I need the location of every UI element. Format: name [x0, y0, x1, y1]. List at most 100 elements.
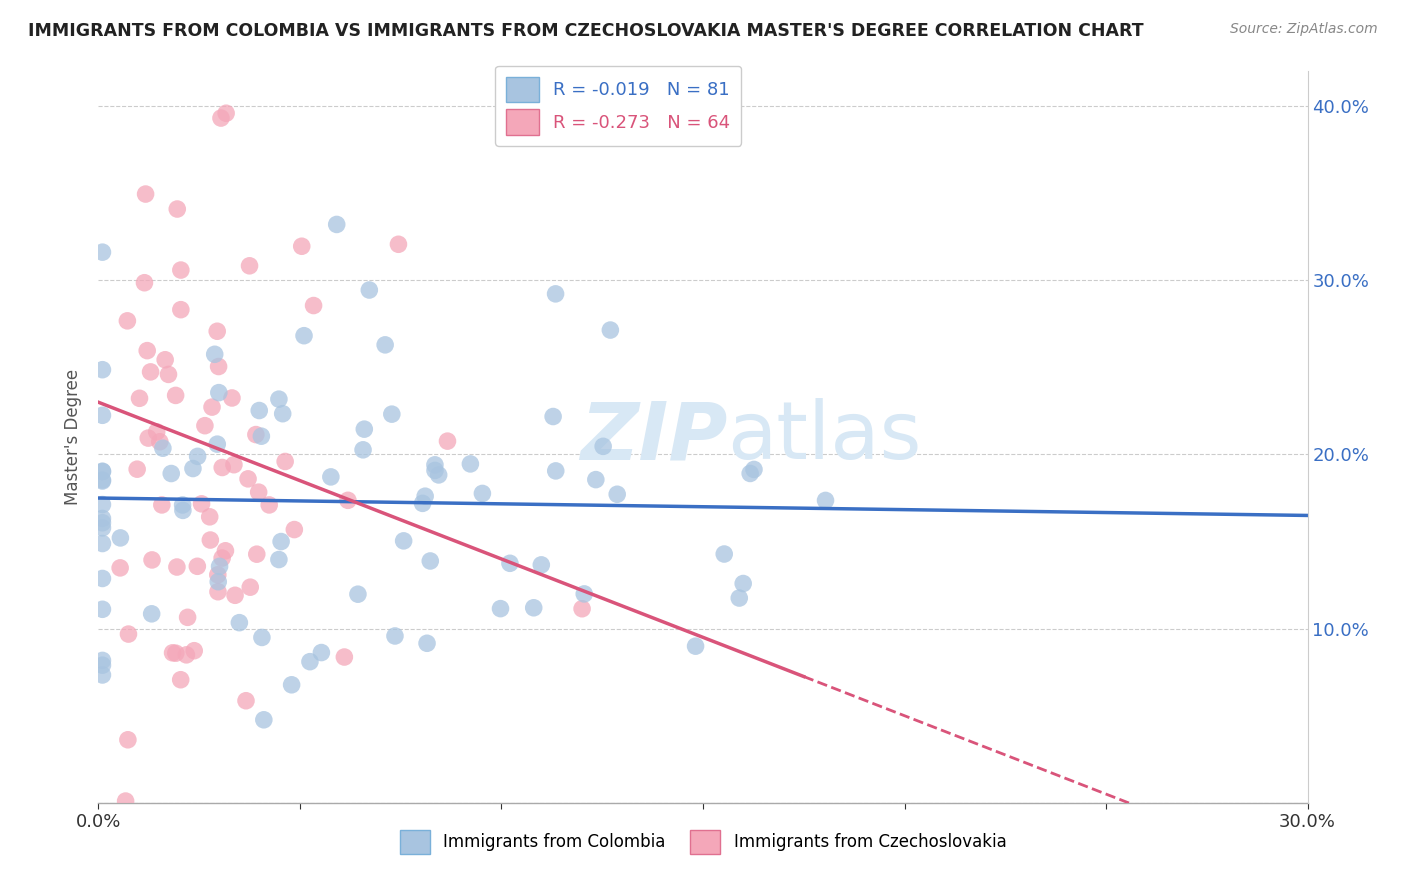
Point	[91, 409, 114, 423]
Point	[172, 503, 194, 517]
Point	[207, 437, 229, 451]
Point	[139, 365, 162, 379]
Point	[170, 673, 193, 687]
Point	[135, 187, 157, 202]
Point	[336, 493, 359, 508]
Point	[170, 302, 193, 317]
Point	[267, 392, 290, 406]
Point	[592, 439, 614, 453]
Point	[91, 516, 114, 530]
Point	[392, 533, 415, 548]
Point	[544, 286, 567, 301]
Point	[91, 245, 114, 260]
Point	[176, 610, 198, 624]
Point	[238, 259, 260, 273]
Point	[353, 422, 375, 436]
Point	[157, 368, 180, 382]
Point	[728, 591, 751, 605]
Point	[253, 713, 276, 727]
Point	[359, 283, 381, 297]
Point	[117, 627, 139, 641]
Point	[91, 362, 114, 376]
Point	[128, 392, 150, 406]
Point	[384, 629, 406, 643]
Point	[489, 601, 512, 615]
Point	[333, 650, 356, 665]
Point	[152, 441, 174, 455]
Point	[201, 400, 224, 414]
Point	[91, 668, 114, 682]
Point	[311, 646, 333, 660]
Point	[523, 600, 546, 615]
Y-axis label: Master's Degree: Master's Degree	[65, 369, 83, 505]
Point	[165, 646, 187, 660]
Text: ZIP: ZIP	[579, 398, 727, 476]
Point	[170, 263, 193, 277]
Point	[499, 557, 522, 571]
Point	[141, 607, 163, 621]
Point	[460, 457, 482, 471]
Point	[585, 473, 607, 487]
Point	[574, 587, 596, 601]
Point	[198, 509, 221, 524]
Point	[271, 407, 294, 421]
Point	[215, 106, 238, 120]
Point	[685, 639, 707, 653]
Point	[91, 653, 114, 667]
Point	[149, 434, 172, 449]
Point	[733, 576, 755, 591]
Point	[250, 429, 273, 443]
Point	[742, 462, 765, 476]
Point	[257, 498, 280, 512]
Point	[91, 473, 114, 487]
Point	[274, 454, 297, 468]
Point	[423, 463, 446, 477]
Point	[108, 561, 131, 575]
Point	[325, 218, 347, 232]
Point	[224, 588, 246, 602]
Point	[207, 359, 229, 374]
Point	[280, 678, 302, 692]
Point	[211, 551, 233, 566]
Point	[172, 498, 194, 512]
Point	[471, 486, 494, 500]
Point	[136, 431, 159, 445]
Point	[204, 347, 226, 361]
Point	[200, 533, 222, 547]
Point	[208, 559, 231, 574]
Point	[267, 552, 290, 566]
Point	[194, 418, 217, 433]
Point	[166, 202, 188, 216]
Text: Source: ZipAtlas.com: Source: ZipAtlas.com	[1230, 22, 1378, 37]
Point	[235, 694, 257, 708]
Point	[141, 553, 163, 567]
Point	[221, 391, 243, 405]
Point	[136, 343, 159, 358]
Point	[211, 460, 233, 475]
Point	[298, 655, 321, 669]
Point	[291, 239, 314, 253]
Point	[183, 643, 205, 657]
Point	[214, 543, 236, 558]
Point	[91, 521, 114, 535]
Point	[127, 462, 149, 476]
Point	[209, 111, 232, 125]
Point	[416, 636, 439, 650]
Point	[186, 559, 208, 574]
Point	[91, 474, 114, 488]
Point	[352, 442, 374, 457]
Point	[117, 732, 139, 747]
Point	[190, 497, 212, 511]
Point	[162, 646, 184, 660]
Point	[571, 601, 593, 615]
Point	[419, 554, 441, 568]
Point	[181, 461, 204, 475]
Point	[207, 567, 229, 582]
Point	[292, 328, 315, 343]
Point	[606, 487, 628, 501]
Point	[544, 464, 567, 478]
Point	[176, 648, 198, 662]
Point	[530, 558, 553, 572]
Point	[205, 324, 228, 338]
Point	[153, 352, 176, 367]
